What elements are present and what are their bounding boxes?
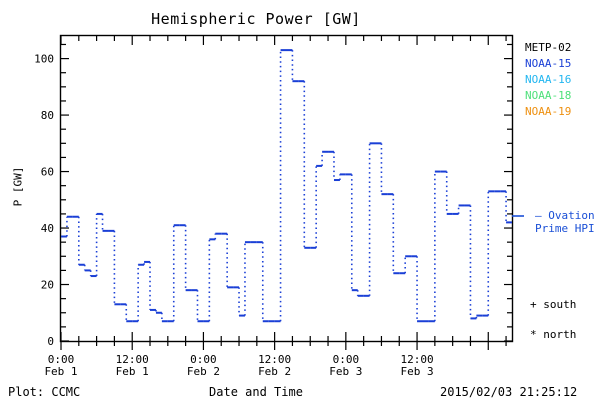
y-axis-tick-labels: 0 20 40 60 80 100 <box>34 53 54 348</box>
legend-entry-metp02: METP-02 <box>525 40 600 56</box>
x-tick-time: 0:00 <box>190 353 217 366</box>
legend: METP-02 NOAA-15 NOAA-16 NOAA-18 NOAA-19 <box>525 40 600 120</box>
legend-label-noaa16: NOAA-16 <box>525 73 572 86</box>
x-axis-label: Date and Time <box>209 385 303 399</box>
y-tick-label: 0 <box>47 335 54 348</box>
x-tick-time: 12:00 <box>258 353 291 366</box>
legend-label-noaa18: NOAA-18 <box>525 89 572 102</box>
ovation-note-line2: Prime HPI <box>535 222 595 235</box>
y-tick-label: 40 <box>41 222 54 235</box>
plot-frame <box>59 34 514 343</box>
y-tick-label: 60 <box>41 166 54 179</box>
y-tick-label: 80 <box>41 109 54 122</box>
ovation-note-line1: — Ovation <box>535 209 595 222</box>
x-tick-date: Feb 3 <box>329 365 362 378</box>
south-marker-note: + south <box>530 298 577 311</box>
legend-entry-noaa18: NOAA-18 <box>525 88 600 104</box>
x-tick-time: 0:00 <box>333 353 360 366</box>
x-tick-time: 12:00 <box>116 353 149 366</box>
legend-label-metp02: METP-02 <box>525 41 572 54</box>
x-tick-date: Feb 2 <box>187 365 220 378</box>
y-tick-label: 20 <box>41 279 54 292</box>
page-title: Hemispheric Power [GW] <box>151 10 361 28</box>
legend-entry-noaa16: NOAA-16 <box>525 72 600 88</box>
x-tick-date: Feb 2 <box>258 365 291 378</box>
data-series-noaa15 <box>61 49 512 323</box>
x-tick-date: Feb 1 <box>44 365 77 378</box>
x-tick-time: 12:00 <box>400 353 433 366</box>
x-tick-date: Feb 1 <box>116 365 149 378</box>
north-marker-note: * north <box>530 328 577 341</box>
y-axis-ticks <box>61 43 512 342</box>
legend-label-noaa15: NOAA-15 <box>525 57 572 70</box>
legend-label-noaa19: NOAA-19 <box>525 105 572 118</box>
y-tick-label: 100 <box>34 53 54 66</box>
legend-entry-noaa19: NOAA-19 <box>525 104 600 120</box>
ovation-prime-hpi-note: — Ovation Prime HPI <box>535 209 595 235</box>
legend-entry-noaa15: NOAA-15 <box>525 56 600 72</box>
y-axis-label: P [GW] <box>11 166 25 207</box>
plot-credit: Plot: CCMC <box>8 385 81 399</box>
timestamp: 2015/02/03 21:25:12 <box>440 385 578 399</box>
x-axis-ticks <box>60 36 507 350</box>
x-tick-time: 0:00 <box>48 353 75 366</box>
x-tick-date: Feb 3 <box>400 365 433 378</box>
